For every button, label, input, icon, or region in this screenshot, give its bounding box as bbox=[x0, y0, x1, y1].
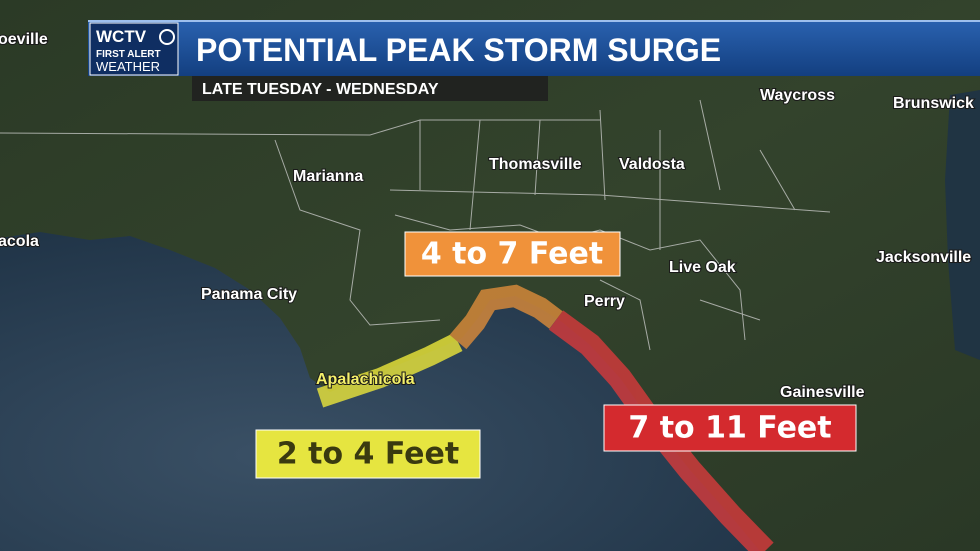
title-bar-edge bbox=[88, 20, 980, 22]
logo-eye bbox=[159, 29, 175, 45]
surge-label: 7 to 11 Feet bbox=[628, 411, 831, 446]
boundaries bbox=[0, 99, 831, 351]
city-label: Gainesville bbox=[780, 384, 865, 401]
subtitle-bar bbox=[192, 76, 548, 101]
surge-band-low bbox=[316, 333, 463, 408]
surge-label-box bbox=[404, 231, 621, 277]
surge-label-box bbox=[255, 429, 481, 479]
logo-line: WEATHER bbox=[96, 59, 160, 74]
surge-label: 2 to 4 Feet bbox=[277, 437, 459, 472]
city-label: Apalachicola bbox=[316, 371, 415, 388]
city-label: Perry bbox=[584, 293, 625, 310]
city-label: Panama City bbox=[201, 286, 297, 303]
gulf-water bbox=[0, 232, 760, 551]
title-bar bbox=[88, 20, 980, 76]
header: WCTV FIRST ALERT WEATHER POTENTIAL PEAK … bbox=[88, 20, 980, 101]
logo-station: WCTV bbox=[96, 27, 147, 46]
surge-label: 4 to 7 Feet bbox=[421, 237, 603, 272]
city-label: Marianna bbox=[293, 168, 363, 185]
city-label: Thomasville bbox=[489, 156, 582, 173]
city-label: Waycross bbox=[760, 87, 835, 104]
logo-line: FIRST ALERT bbox=[96, 49, 161, 60]
atlantic-water bbox=[945, 90, 980, 360]
city-label: Jacksonville bbox=[876, 249, 971, 266]
title: POTENTIAL PEAK STORM SURGE bbox=[196, 32, 721, 68]
surge-band-mid bbox=[449, 284, 563, 350]
surge-label-box bbox=[603, 404, 857, 452]
city-label: acola bbox=[0, 233, 39, 250]
city-label: Valdosta bbox=[619, 156, 685, 173]
city-label: oeville bbox=[0, 31, 48, 48]
city-label: Brunswick bbox=[893, 95, 974, 112]
city-label: Live Oak bbox=[669, 259, 736, 276]
surge-labels: 4 to 7 Feet 2 to 4 Feet 7 to 11 Feet bbox=[255, 231, 857, 479]
city-labels: oeville acola Marianna Panama City Apala… bbox=[0, 30, 975, 402]
subtitle: LATE TUESDAY - WEDNESDAY bbox=[202, 81, 439, 98]
